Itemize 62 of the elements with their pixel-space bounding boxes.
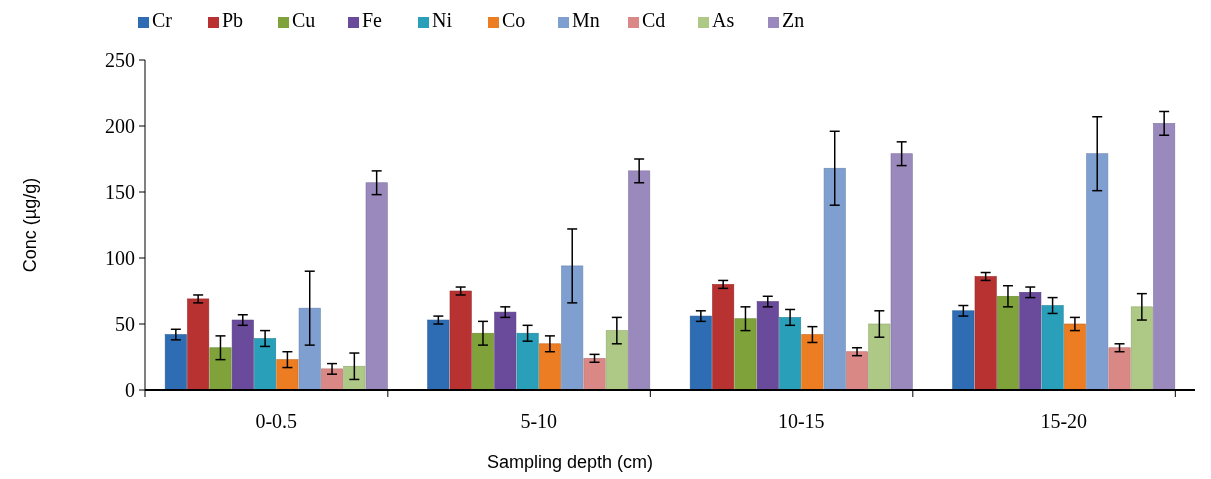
bar bbox=[974, 276, 997, 391]
bar bbox=[868, 323, 891, 391]
x-tick-label: 5-10 bbox=[520, 410, 558, 432]
bar bbox=[164, 334, 187, 391]
bar bbox=[779, 317, 802, 391]
bar bbox=[187, 298, 210, 391]
bar bbox=[427, 319, 450, 391]
x-tick-label: 0-0.5 bbox=[255, 410, 298, 432]
bar bbox=[321, 368, 343, 391]
y-tick-label: 150 bbox=[105, 181, 135, 203]
legend-label: Cd bbox=[642, 9, 666, 31]
legend-label: Cr bbox=[152, 9, 173, 31]
bar bbox=[734, 318, 757, 391]
y-tick-label: 100 bbox=[105, 247, 135, 269]
bar bbox=[343, 365, 366, 391]
y-tick-label: 50 bbox=[115, 313, 135, 335]
bar bbox=[1041, 305, 1064, 391]
x-tick-label: 10-15 bbox=[777, 410, 825, 432]
bar bbox=[1153, 123, 1176, 391]
y-axis-title: Conc (µg/g) bbox=[20, 177, 40, 273]
bar bbox=[1063, 323, 1086, 391]
bar bbox=[1086, 153, 1109, 391]
bar bbox=[472, 332, 494, 391]
bar bbox=[209, 347, 232, 391]
bar bbox=[494, 311, 517, 391]
bar bbox=[561, 265, 584, 391]
bar bbox=[516, 332, 539, 391]
bar bbox=[365, 182, 388, 391]
x-axis-title: Sampling depth (cm) bbox=[486, 452, 654, 472]
y-tick-label: 0 bbox=[125, 379, 135, 401]
bar bbox=[952, 310, 975, 391]
bar bbox=[254, 338, 277, 391]
bar bbox=[1130, 306, 1153, 391]
legend-label: Ni bbox=[432, 9, 453, 31]
legend-label: Pb bbox=[222, 9, 244, 31]
bar bbox=[801, 334, 824, 391]
legend-label: Cu bbox=[292, 9, 316, 31]
legend-label: Zn bbox=[782, 9, 805, 31]
bar bbox=[276, 359, 299, 391]
bar bbox=[756, 301, 779, 391]
y-tick-label: 250 bbox=[105, 49, 135, 71]
legend-label: Fe bbox=[362, 9, 383, 31]
bar bbox=[823, 167, 846, 391]
bar bbox=[846, 351, 868, 391]
bar bbox=[1108, 347, 1131, 391]
bar bbox=[890, 153, 913, 391]
legend-label: Mn bbox=[572, 9, 600, 31]
bar bbox=[298, 307, 321, 391]
bar bbox=[997, 295, 1019, 391]
bar bbox=[605, 330, 628, 391]
bar bbox=[583, 358, 606, 391]
bar bbox=[1019, 292, 1042, 391]
x-tick-label: 15-20 bbox=[1040, 410, 1088, 432]
bar bbox=[628, 170, 651, 391]
legend-label: As bbox=[712, 9, 735, 31]
bar bbox=[689, 315, 712, 391]
bar bbox=[449, 290, 472, 391]
bar bbox=[538, 343, 561, 391]
legend-label: Co bbox=[502, 9, 526, 31]
y-tick-label: 200 bbox=[105, 115, 135, 137]
bar bbox=[231, 319, 254, 391]
bar bbox=[712, 284, 735, 391]
